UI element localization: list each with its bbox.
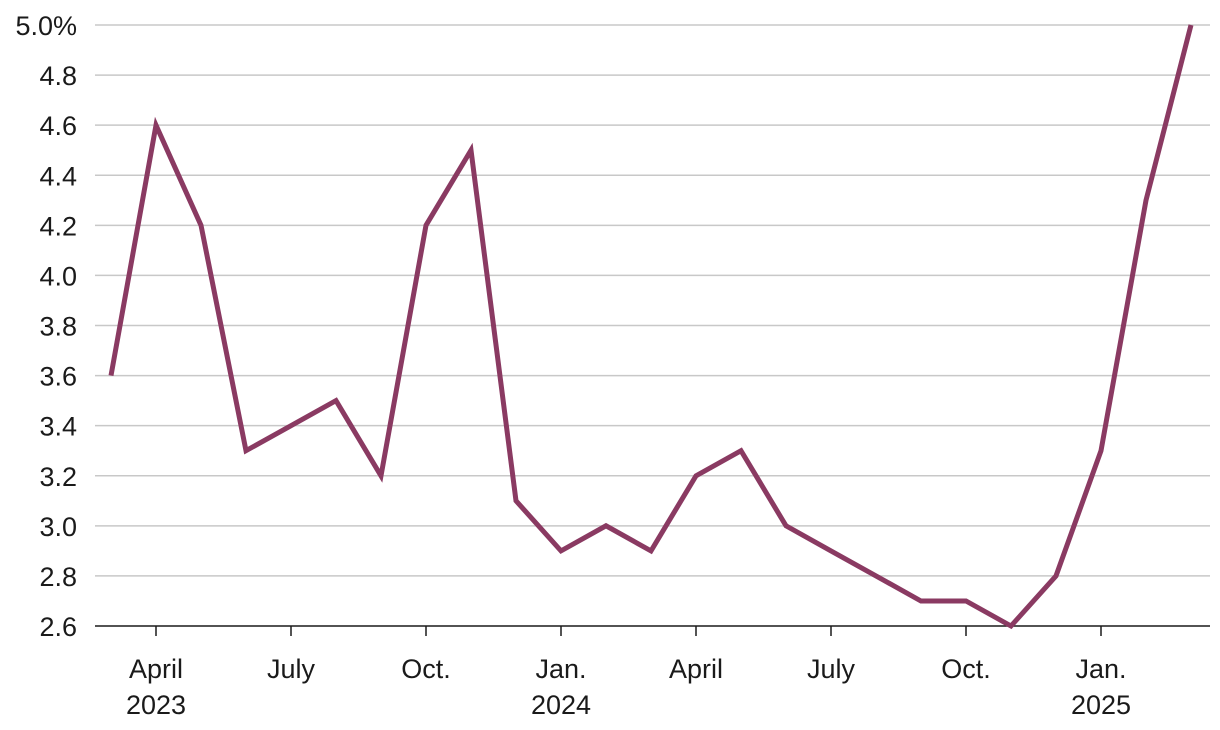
x-tick-year-label: 2023: [126, 690, 186, 720]
y-tick-label: 2.6: [39, 612, 77, 642]
x-axis: April 2023 July Oct. Jan. 2024 April July Oct. Ja…: [126, 626, 1131, 720]
y-tick-label: 4.0: [39, 261, 77, 291]
y-tick-label: 4.8: [39, 61, 77, 91]
y-tick-label: 4.4: [39, 161, 77, 191]
y-axis-tick-labels: 5.0% 4.8 4.6 4.4 4.2 4.0 3.8 3.6 3.4 3.2 3.0 2.8 2.6: [15, 11, 77, 642]
series-line: [108, 24, 1194, 630]
y-tick-label: 3.6: [39, 362, 77, 392]
y-tick-label: 3.4: [39, 412, 77, 442]
x-tick-label: Oct.: [941, 654, 991, 684]
x-tick-label: Jan.: [535, 654, 586, 684]
x-tick-label: April: [669, 654, 723, 684]
series-layer: [108, 24, 1194, 630]
x-tick-label: July: [807, 654, 856, 684]
y-tick-label: 4.6: [39, 111, 77, 141]
x-tick-year-label: 2025: [1071, 690, 1131, 720]
y-tick-label: 4.2: [39, 211, 77, 241]
x-tick-label: Oct.: [401, 654, 451, 684]
y-tick-label: 2.8: [39, 562, 77, 592]
y-tick-label: 3.2: [39, 462, 77, 492]
x-tick-year-label: 2024: [531, 690, 591, 720]
x-tick-label: Jan.: [1075, 654, 1126, 684]
y-tick-label: 3.8: [39, 312, 77, 342]
grid-lines: [95, 24, 1210, 627]
y-tick-label: 5.0%: [15, 11, 77, 41]
x-tick-label: April: [129, 654, 183, 684]
y-tick-label: 3.0: [39, 512, 77, 542]
x-tick-label: July: [267, 654, 316, 684]
